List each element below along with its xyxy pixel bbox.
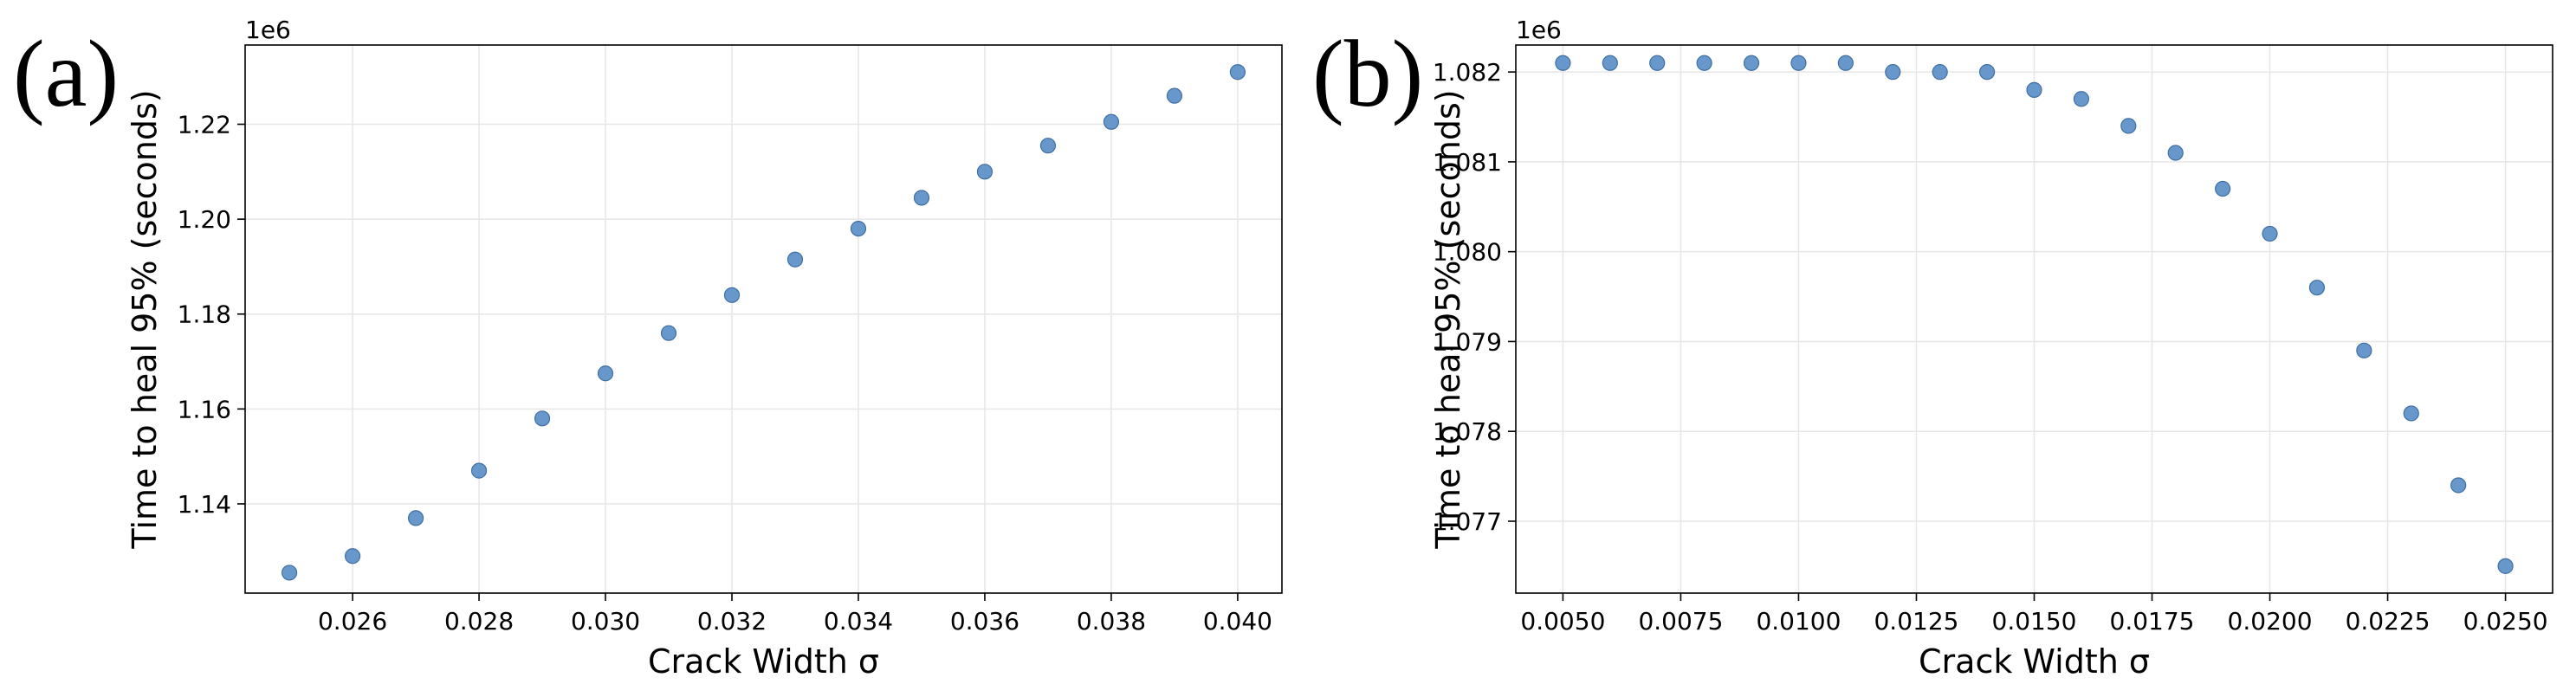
x-tick-label: 0.040: [1203, 607, 1272, 636]
data-point: [407, 510, 424, 526]
y-tick-label: 1.082: [1433, 58, 1502, 87]
data-point: [1602, 55, 1618, 71]
panel-label: (a): [13, 21, 119, 126]
data-point: [2073, 91, 2090, 107]
data-point: [2403, 405, 2419, 422]
x-axis-label: Crack Width σ: [1919, 642, 2150, 681]
x-tick-label: 0.0125: [1874, 607, 1958, 636]
x-tick-label: 0.0150: [1992, 607, 2077, 636]
data-point: [1932, 64, 1948, 81]
y-offset-label: 1e6: [245, 16, 291, 44]
data-point: [2262, 225, 2278, 242]
data-point: [2308, 280, 2326, 296]
data-point: [660, 325, 677, 341]
data-point: [1885, 64, 1901, 81]
panel-label: (b): [1312, 21, 1423, 126]
panel-a: 0.026 0.028 0.030 0.032 0.034 0.036 0.038 0.040…: [13, 16, 1283, 681]
y-tick-label: 1.080: [1433, 238, 1502, 267]
x-tick-label: 0.036: [950, 607, 1019, 636]
x-tick-label: 0.026: [318, 607, 387, 636]
x-tick-label: 0.0050: [1520, 607, 1605, 636]
data-point: [2120, 118, 2137, 134]
data-point: [1649, 55, 1666, 71]
x-tick-label: 0.038: [1077, 607, 1146, 636]
data-point: [344, 548, 361, 565]
x-tick-label: 0.0250: [2463, 607, 2548, 636]
x-tick-label: 0.034: [824, 607, 893, 636]
data-point: [1790, 55, 1807, 71]
x-tick-label: 0.028: [444, 607, 514, 636]
y-tick-label: 1.078: [1433, 417, 1502, 446]
y-axis-label: Time to heal 95% (seconds): [126, 89, 164, 549]
data-point: [786, 251, 804, 268]
data-point: [976, 164, 994, 180]
plot-frame: [244, 44, 1283, 594]
x-axis-label: Crack Width σ: [648, 642, 879, 681]
data-point: [2167, 145, 2184, 161]
y-tick-label: 1.079: [1433, 327, 1502, 356]
x-tick-label: 0.0225: [2346, 607, 2430, 636]
y-tick-label: 1.081: [1433, 148, 1502, 177]
data-point: [2356, 342, 2372, 358]
data-point: [2215, 180, 2231, 197]
x-tick-label: 0.030: [571, 607, 640, 636]
y-offset-label: 1e6: [1516, 16, 1562, 44]
data-point: [913, 190, 930, 206]
x-tick-label: 0.032: [697, 607, 767, 636]
y-tick-label: 1.16: [178, 395, 231, 423]
data-point: [2026, 81, 2042, 98]
y-tick-label: 1.077: [1433, 507, 1502, 536]
data-point: [1555, 55, 1571, 71]
data-point: [470, 462, 488, 479]
data-point: [1837, 55, 1854, 71]
data-point: [534, 410, 551, 427]
x-tick-label: 0.0100: [1756, 607, 1841, 636]
y-tick-label: 1.22: [178, 111, 231, 139]
data-point: [1103, 113, 1120, 130]
x-tick-label: 0.0175: [2110, 607, 2195, 636]
data-point: [1696, 55, 1712, 71]
data-point: [1229, 64, 1246, 81]
data-point: [850, 220, 867, 237]
y-axis-label: Time to heal 95% (seconds): [1429, 89, 1467, 549]
data-point: [2450, 477, 2467, 494]
x-tick-label: 0.0200: [2228, 607, 2313, 636]
panel-b: 0.0050 0.0075 0.0100 0.0125 0.0150 0.0175 0.02…: [1312, 16, 2553, 681]
data-point: [2497, 558, 2514, 574]
data-point: [1166, 87, 1183, 104]
data-point: [281, 565, 298, 581]
y-tick-label: 1.18: [178, 300, 231, 329]
x-tick-label: 0.0075: [1638, 607, 1723, 636]
data-point: [1743, 55, 1760, 71]
data-point: [1978, 64, 1996, 81]
y-tick-label: 1.14: [178, 490, 231, 519]
data-point: [1039, 138, 1057, 154]
data-point: [723, 287, 741, 303]
y-tick-label: 1.20: [178, 205, 231, 234]
data-point: [597, 365, 614, 382]
